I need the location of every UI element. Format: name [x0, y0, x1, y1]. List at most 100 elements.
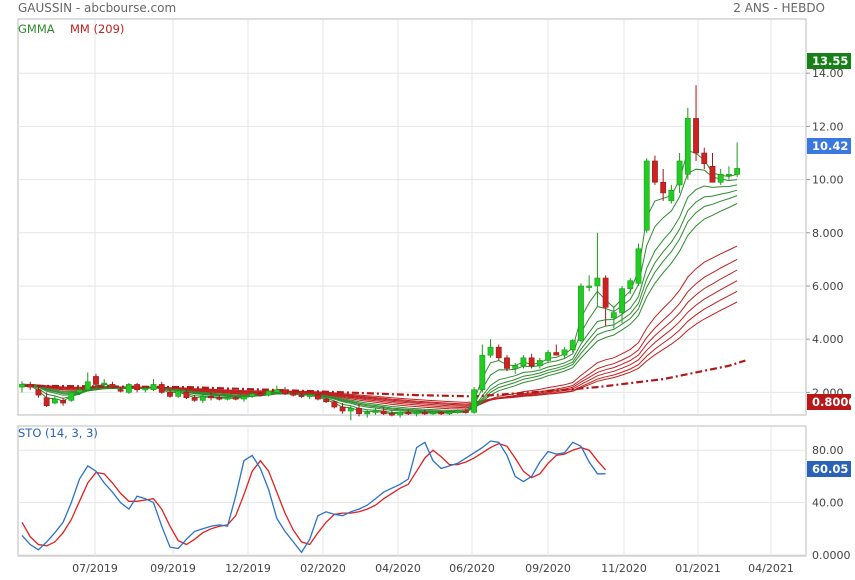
candle-body: [454, 410, 461, 413]
candle-body: [265, 390, 272, 396]
candle-body: [84, 381, 91, 391]
candle-body: [430, 412, 436, 415]
candle-body: [413, 412, 420, 415]
last-price-badge-bg: [807, 138, 851, 154]
candle-body: [257, 393, 264, 396]
price-tick-label: 10.00: [812, 174, 844, 187]
candle-body: [27, 384, 34, 388]
ma209-line: [21, 359, 746, 398]
candle-body: [586, 285, 593, 288]
candle-body: [208, 396, 214, 399]
candle-body: [446, 412, 453, 415]
sto-value-badge: 60.05: [812, 462, 848, 476]
candle-body: [380, 410, 387, 414]
candle-body: [35, 389, 42, 396]
candle-body: [331, 401, 338, 408]
gmma-long-line: [21, 301, 738, 403]
candle-body: [150, 384, 157, 391]
candle-body: [602, 277, 609, 308]
x-tick-label: 04/2020: [375, 562, 421, 575]
candle-body: [216, 397, 223, 400]
sto-tick-label: 80.00: [812, 444, 844, 457]
x-tick-label: 01/2021: [675, 562, 721, 575]
candle-body: [347, 408, 354, 412]
candle-body: [199, 396, 206, 401]
candle-body: [273, 389, 280, 393]
candle-body: [117, 389, 124, 392]
candle-body: [512, 365, 519, 369]
candle-body: [569, 340, 576, 351]
candle-body: [290, 393, 297, 396]
candle-body: [125, 384, 132, 393]
candle-body: [495, 346, 502, 359]
x-tick-label: 04/2021: [748, 562, 794, 575]
candle-body: [536, 360, 543, 367]
candle-body: [388, 413, 395, 416]
candle-body: [298, 394, 305, 397]
candle-body: [438, 412, 445, 415]
candle-body: [224, 397, 231, 400]
candle-body: [356, 408, 362, 414]
candle-body: [487, 346, 494, 356]
candle-body: [471, 389, 477, 413]
candle-body: [51, 398, 58, 404]
high-badge: 13.55: [812, 54, 848, 68]
candle-body: [60, 400, 66, 404]
price-tick-label: 12.00: [812, 120, 844, 133]
candle-body: [545, 352, 551, 361]
candle-body: [734, 168, 741, 175]
x-tick-label: 12/2019: [225, 562, 271, 575]
candle-body: [717, 173, 724, 183]
candle-body: [158, 384, 165, 393]
candle-body: [191, 397, 198, 401]
candle-body: [726, 173, 732, 177]
sto-value-badge-bg: [807, 461, 851, 477]
candle-body: [479, 354, 486, 391]
candle-body: [594, 277, 601, 287]
candle-body: [68, 392, 75, 401]
candle-body: [462, 410, 469, 413]
candle-body: [504, 357, 510, 369]
candle-body: [43, 397, 50, 407]
chart-title: GAUSSIN - abcbourse.com: [18, 1, 177, 15]
candle-body: [578, 285, 584, 341]
gmma-short-line: [21, 203, 738, 412]
x-tick-label: 09/2020: [525, 562, 571, 575]
low-badge-bg: [807, 394, 851, 410]
candle-body: [561, 349, 568, 356]
candle-body: [643, 160, 650, 231]
candle-body: [109, 384, 116, 388]
candle-body: [93, 376, 99, 385]
sto-legend: STO (14, 3, 3): [18, 426, 98, 440]
candle-body: [306, 394, 313, 397]
x-tick-label: 11/2020: [601, 562, 647, 575]
candle-body: [405, 412, 412, 415]
x-tick-label: 02/2020: [300, 562, 346, 575]
candle-body: [553, 352, 560, 356]
sto-d-line: [21, 442, 607, 547]
price-tick-label: 14.00: [812, 67, 844, 80]
candle-body: [315, 394, 321, 400]
candle-body: [619, 288, 625, 313]
candle-body: [668, 189, 675, 202]
high-badge-bg: [807, 53, 851, 69]
candle-body: [635, 248, 642, 284]
candle-body: [652, 160, 658, 183]
candle-body: [323, 398, 330, 403]
candle-body: [693, 118, 699, 154]
period-label: 2 ANS - HEBDO: [733, 1, 825, 15]
candle-body: [339, 406, 346, 412]
last-price-badge: 10.42: [812, 139, 848, 153]
x-tick-label: 06/2020: [449, 562, 495, 575]
candle-body: [660, 181, 667, 194]
candle-body: [528, 357, 535, 367]
sto-k-line: [21, 440, 606, 554]
candle-body: [167, 392, 173, 397]
price-tick-label: 4.000: [812, 333, 844, 346]
candle-body: [684, 118, 691, 175]
gmma-legend: GMMA: [18, 22, 55, 36]
candle-body: [101, 382, 108, 385]
candle-body: [520, 357, 527, 367]
price-tick-label: 6.000: [812, 280, 844, 293]
